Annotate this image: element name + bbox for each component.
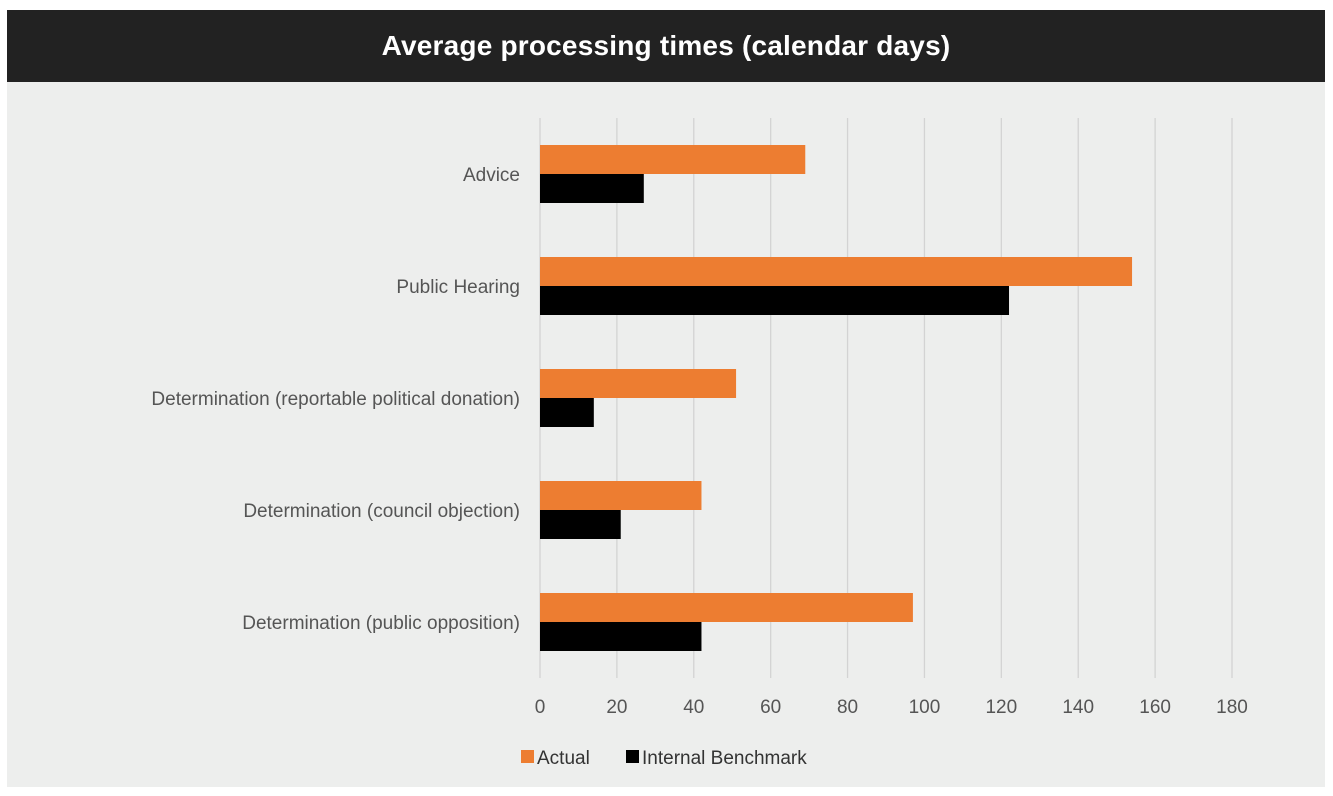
bar — [540, 369, 737, 398]
x-tick-label: 160 — [1139, 697, 1171, 718]
bars — [540, 145, 1133, 651]
x-tick-label: 80 — [837, 697, 858, 718]
legend-swatch — [521, 750, 534, 763]
bar — [540, 398, 594, 427]
x-tick-label: 0 — [535, 697, 546, 718]
chart-title: Average processing times (calendar days) — [381, 30, 951, 61]
category-label: Determination (reportable political dona… — [151, 389, 520, 410]
x-tick-label: 180 — [1216, 697, 1248, 718]
x-tick-label: 140 — [1062, 697, 1094, 718]
title-bar: Average processing times (calendar days) — [7, 10, 1325, 82]
legend-label: Internal Benchmark — [642, 748, 807, 769]
bar — [540, 593, 913, 622]
legend-label: Actual — [537, 748, 590, 769]
gridlines — [539, 118, 1233, 678]
bar — [540, 145, 806, 174]
category-label: Determination (council objection) — [243, 501, 520, 522]
x-tick-label: 60 — [760, 697, 781, 718]
category-label: Public Hearing — [396, 277, 520, 298]
category-label: Advice — [463, 165, 520, 186]
x-tick-label: 40 — [683, 697, 704, 718]
x-tick-labels: 0 20 40 60 80 100 120 140 160 180 — [535, 697, 1248, 718]
category-labels: Advice Public Hearing Determination (repor… — [151, 165, 520, 634]
legend: Actual Internal Benchmark — [521, 748, 807, 769]
category-label: Determination (public opposition) — [242, 613, 520, 634]
x-tick-label: 20 — [606, 697, 627, 718]
bar — [540, 286, 1010, 315]
x-tick-label: 100 — [909, 697, 941, 718]
bar — [540, 622, 702, 651]
x-tick-label: 120 — [985, 697, 1017, 718]
bar — [540, 257, 1133, 286]
chart-frame: Average processing times (calendar days) — [7, 10, 1325, 787]
bar — [540, 174, 644, 203]
bar — [540, 510, 621, 539]
legend-swatch — [626, 750, 639, 763]
bar — [540, 481, 702, 510]
